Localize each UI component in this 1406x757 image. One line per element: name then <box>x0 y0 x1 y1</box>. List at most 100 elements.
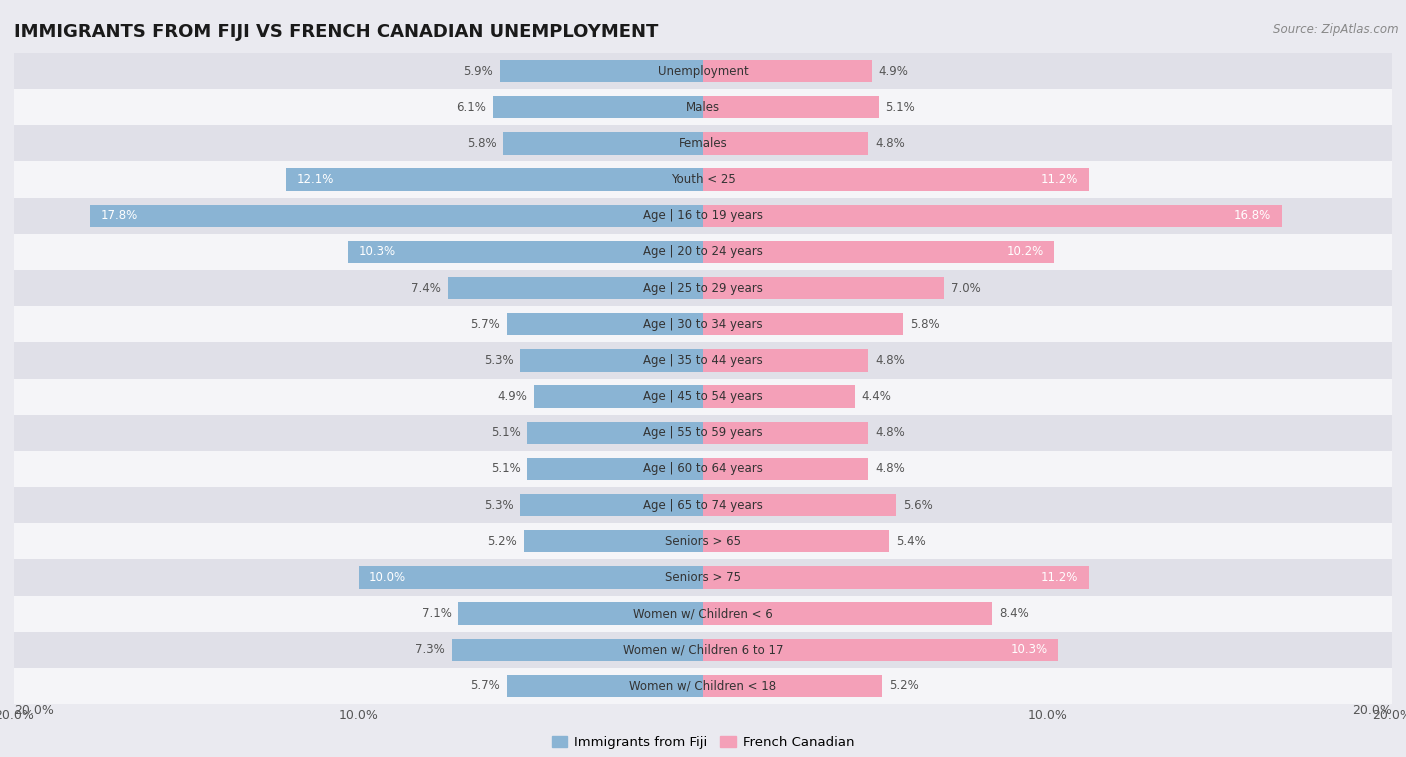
Text: Age | 55 to 59 years: Age | 55 to 59 years <box>643 426 763 439</box>
Bar <box>451 639 703 661</box>
Bar <box>703 566 1088 589</box>
Text: 5.3%: 5.3% <box>484 499 513 512</box>
Bar <box>14 631 1392 668</box>
Text: Unemployment: Unemployment <box>658 64 748 77</box>
Bar <box>703 639 1057 661</box>
Text: IMMIGRANTS FROM FIJI VS FRENCH CANADIAN UNEMPLOYMENT: IMMIGRANTS FROM FIJI VS FRENCH CANADIAN … <box>14 23 658 41</box>
Bar <box>14 270 1392 306</box>
Text: Age | 45 to 54 years: Age | 45 to 54 years <box>643 390 763 403</box>
Bar <box>703 494 896 516</box>
Text: 5.9%: 5.9% <box>463 64 494 77</box>
Text: 5.7%: 5.7% <box>470 318 499 331</box>
Bar <box>90 204 703 227</box>
Text: 11.2%: 11.2% <box>1040 173 1078 186</box>
Text: 5.2%: 5.2% <box>889 680 918 693</box>
Text: 10.3%: 10.3% <box>1011 643 1047 656</box>
Text: 20.0%: 20.0% <box>14 704 53 717</box>
Bar <box>349 241 703 263</box>
Text: 4.8%: 4.8% <box>875 354 905 367</box>
Bar <box>14 378 1392 415</box>
Bar <box>703 530 889 553</box>
Text: Women w/ Children < 18: Women w/ Children < 18 <box>630 680 776 693</box>
Bar <box>14 559 1392 596</box>
Text: Age | 65 to 74 years: Age | 65 to 74 years <box>643 499 763 512</box>
Text: 5.1%: 5.1% <box>491 463 520 475</box>
Bar <box>703 241 1054 263</box>
Bar <box>449 277 703 299</box>
Bar <box>534 385 703 408</box>
Bar <box>14 451 1392 487</box>
Bar <box>703 96 879 118</box>
Bar <box>458 603 703 625</box>
Text: 5.1%: 5.1% <box>491 426 520 439</box>
Text: Women w/ Children 6 to 17: Women w/ Children 6 to 17 <box>623 643 783 656</box>
Bar <box>527 422 703 444</box>
Bar <box>506 674 703 697</box>
Bar <box>14 126 1392 161</box>
Bar <box>520 494 703 516</box>
Text: 12.1%: 12.1% <box>297 173 333 186</box>
Text: Males: Males <box>686 101 720 114</box>
Bar <box>703 422 869 444</box>
Bar <box>703 277 945 299</box>
Text: 5.8%: 5.8% <box>467 137 496 150</box>
Bar <box>703 168 1088 191</box>
Bar <box>14 53 1392 89</box>
Bar <box>703 204 1282 227</box>
Text: 17.8%: 17.8% <box>100 209 138 223</box>
Text: Seniors > 65: Seniors > 65 <box>665 534 741 548</box>
Bar <box>527 458 703 480</box>
Bar <box>506 313 703 335</box>
Bar <box>703 313 903 335</box>
Bar <box>703 385 855 408</box>
Bar <box>703 603 993 625</box>
Text: Source: ZipAtlas.com: Source: ZipAtlas.com <box>1274 23 1399 36</box>
Bar <box>14 198 1392 234</box>
Bar <box>524 530 703 553</box>
Text: 20.0%: 20.0% <box>1353 704 1392 717</box>
Text: Age | 20 to 24 years: Age | 20 to 24 years <box>643 245 763 258</box>
Bar <box>287 168 703 191</box>
Legend: Immigrants from Fiji, French Canadian: Immigrants from Fiji, French Canadian <box>551 737 855 749</box>
Bar <box>499 60 703 83</box>
Bar <box>14 523 1392 559</box>
Text: 6.1%: 6.1% <box>456 101 486 114</box>
Bar <box>14 342 1392 378</box>
Text: 5.2%: 5.2% <box>488 534 517 548</box>
Text: 4.4%: 4.4% <box>862 390 891 403</box>
Text: 7.3%: 7.3% <box>415 643 444 656</box>
Bar <box>503 132 703 154</box>
Bar <box>520 349 703 372</box>
Text: 4.8%: 4.8% <box>875 137 905 150</box>
Text: 4.8%: 4.8% <box>875 463 905 475</box>
Bar <box>14 306 1392 342</box>
Bar <box>703 674 882 697</box>
Text: Age | 60 to 64 years: Age | 60 to 64 years <box>643 463 763 475</box>
Bar <box>14 89 1392 126</box>
Bar <box>14 161 1392 198</box>
Text: 5.6%: 5.6% <box>903 499 932 512</box>
Bar <box>14 487 1392 523</box>
Text: Age | 16 to 19 years: Age | 16 to 19 years <box>643 209 763 223</box>
Text: Age | 25 to 29 years: Age | 25 to 29 years <box>643 282 763 294</box>
Bar <box>14 596 1392 631</box>
Text: Seniors > 75: Seniors > 75 <box>665 571 741 584</box>
Bar <box>14 234 1392 270</box>
Bar <box>703 458 869 480</box>
Text: Age | 35 to 44 years: Age | 35 to 44 years <box>643 354 763 367</box>
Bar <box>359 566 703 589</box>
Text: Women w/ Children < 6: Women w/ Children < 6 <box>633 607 773 620</box>
Text: 5.3%: 5.3% <box>484 354 513 367</box>
Text: Age | 30 to 34 years: Age | 30 to 34 years <box>643 318 763 331</box>
Bar <box>703 132 869 154</box>
Text: Females: Females <box>679 137 727 150</box>
Text: 4.9%: 4.9% <box>498 390 527 403</box>
Bar <box>14 668 1392 704</box>
Text: 7.1%: 7.1% <box>422 607 451 620</box>
Bar <box>494 96 703 118</box>
Text: 5.7%: 5.7% <box>470 680 499 693</box>
Text: 16.8%: 16.8% <box>1234 209 1271 223</box>
Text: Youth < 25: Youth < 25 <box>671 173 735 186</box>
Text: 8.4%: 8.4% <box>1000 607 1029 620</box>
Text: 10.2%: 10.2% <box>1007 245 1045 258</box>
